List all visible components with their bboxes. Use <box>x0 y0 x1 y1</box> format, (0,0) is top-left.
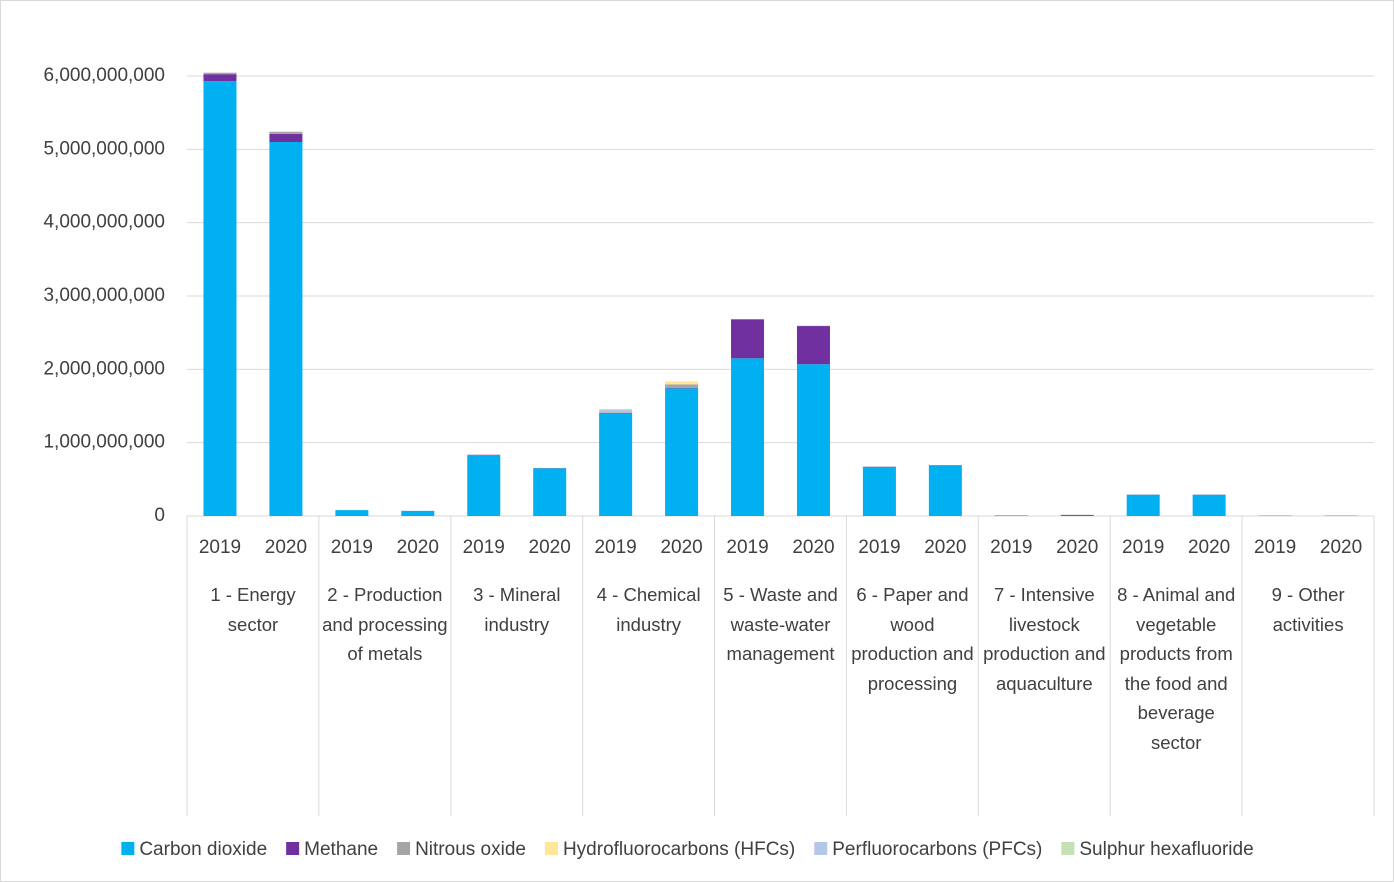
bar-segment <box>269 131 303 134</box>
bar-segment <box>533 468 567 516</box>
group-label: 1 - Energy sector <box>210 584 296 635</box>
x-tick-label: 2019 <box>1122 537 1164 558</box>
bar-segment <box>599 409 633 413</box>
y-tick-label: 5,000,000,000 <box>43 138 165 159</box>
legend-swatch <box>121 842 135 855</box>
x-tick-label: 2020 <box>1188 537 1230 558</box>
x-tick-label: 2019 <box>1254 537 1296 558</box>
y-tick-label: 4,000,000,000 <box>43 212 165 233</box>
bar-segment <box>203 74 237 82</box>
bar-segment <box>203 72 237 75</box>
group-label: 5 - Waste and waste-water management <box>723 584 838 664</box>
legend-label: Nitrous oxide <box>415 839 526 860</box>
group-label: 2 - Production and processing of metals <box>322 584 448 664</box>
bar-segment <box>269 133 303 142</box>
y-tick-label: 6,000,000,000 <box>43 65 165 86</box>
legend-label: Methane <box>304 839 378 860</box>
legend-swatch <box>397 842 411 855</box>
x-tick-label: 2020 <box>660 537 702 558</box>
legend-label: Carbon dioxide <box>139 839 267 860</box>
bar-segment <box>928 465 962 516</box>
x-tick-label: 2019 <box>463 537 505 558</box>
bar-segment <box>269 142 303 516</box>
bar-segment <box>796 364 830 516</box>
legend-swatch <box>286 842 300 855</box>
bar-segment <box>1060 514 1094 516</box>
bar-segment <box>862 466 896 516</box>
group-label: 7 - Intensive livestock production and a… <box>983 584 1106 694</box>
x-tick-label: 2020 <box>1320 537 1362 558</box>
x-tick-label: 2020 <box>397 537 439 558</box>
bar-segment <box>401 510 435 516</box>
x-tick-label: 2019 <box>726 537 768 558</box>
legend-label: Perfluorocarbons (PFCs) <box>832 839 1042 860</box>
y-tick-label: 3,000,000,000 <box>43 285 165 306</box>
group-label: 6 - Paper and wood production and proces… <box>851 584 974 694</box>
bar-segment <box>1126 494 1160 516</box>
bar-segment <box>599 412 633 413</box>
legend-swatch <box>814 842 828 855</box>
group-label: 8 - Animal and vegetable products from t… <box>1117 584 1236 753</box>
bar-segment <box>665 384 699 389</box>
group-label: 4 - Chemical industry <box>596 584 701 635</box>
x-tick-label: 2019 <box>858 537 900 558</box>
y-tick-label: 0 <box>154 505 165 526</box>
group-label: 9 - Other activities <box>1271 584 1345 635</box>
x-tick-label: 2019 <box>199 537 241 558</box>
bar-segment <box>599 413 633 516</box>
bar-segment <box>1192 494 1226 516</box>
bar-segment <box>665 388 699 516</box>
x-tick-label: 2020 <box>529 537 571 558</box>
bar-segment <box>731 358 765 516</box>
bar-segment <box>731 319 765 359</box>
y-tick-label: 2,000,000,000 <box>43 358 165 379</box>
legend-label: Hydrofluorocarbons (HFCs) <box>563 839 795 860</box>
group-label: 3 - Mineral industry <box>473 584 561 635</box>
bar-segment <box>796 326 830 365</box>
x-tick-label: 2019 <box>331 537 373 558</box>
x-tick-label: 2020 <box>924 537 966 558</box>
x-tick-label: 2019 <box>990 537 1032 558</box>
y-tick-label: 1,000,000,000 <box>43 432 165 453</box>
bar-segment <box>467 455 501 516</box>
x-tick-label: 2020 <box>265 537 307 558</box>
x-tick-label: 2020 <box>1056 537 1098 558</box>
legend-swatch <box>544 842 558 855</box>
bar-segment <box>203 81 237 516</box>
bar-segment <box>335 510 369 516</box>
x-tick-label: 2019 <box>594 537 636 558</box>
legend-label: Sulphur hexafluoride <box>1079 839 1253 860</box>
x-tick-label: 2020 <box>792 537 834 558</box>
legend-swatch <box>1061 842 1075 855</box>
bar-segment <box>665 381 699 385</box>
